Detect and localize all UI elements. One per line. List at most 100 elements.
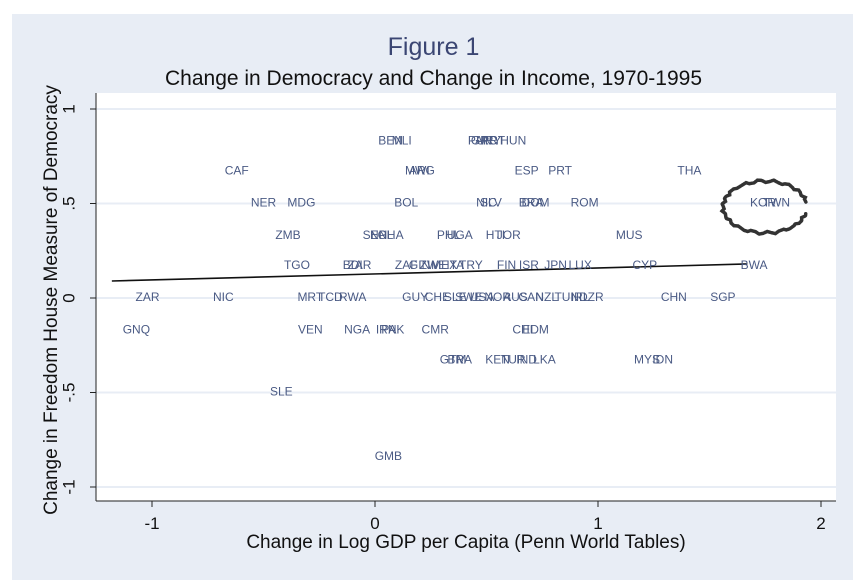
point-label: LKA [533,353,556,367]
x-tick-label: -1 [144,514,159,533]
point-label: IRL [571,290,590,304]
y-tick-label: -.5 [59,383,78,403]
point-label: AUS [503,290,528,304]
point-label: CAN [518,290,543,304]
point-label: NIC [476,196,497,210]
point-label: GTM [440,353,467,367]
point-label: TWN [763,196,790,210]
point-label: SLE [270,385,293,399]
x-axis-label: Change in Log GDP per Capita (Penn World… [246,532,686,553]
point-label: JPN [544,258,567,272]
point-label: ZAF [395,258,418,272]
point-label: SEN [363,228,388,242]
point-label: NER [251,196,277,210]
x-tick-label: 2 [816,514,825,533]
point-label: KOR [750,196,776,210]
point-label: DZR [579,290,604,304]
point-label: GRC [471,133,498,147]
point-label: SWE [455,290,482,304]
point-label: TGO [284,258,310,272]
point-label: EDM [522,322,549,336]
point-label: JOR [497,228,521,242]
point-label: IDN [652,353,673,367]
point-label: SGP [710,290,735,304]
point-label: GIN [409,258,430,272]
point-label: MRT [297,290,323,304]
point-label: CHL [512,322,536,336]
point-label: KEN [485,353,510,367]
point-label: CYP [632,258,657,272]
point-label: CHE [425,290,450,304]
point-label: DOM [522,196,550,210]
point-label: ISR [519,258,539,272]
point-label: ZAR [347,258,371,272]
point-label: TUN [554,290,579,304]
point-label: MWI [405,164,430,178]
y-tick-label: 0 [59,293,78,302]
point-label: BOL [394,196,418,210]
point-label: ITA [446,258,464,272]
point-label: HUN [500,133,526,147]
x-tick-label: 0 [370,514,379,533]
point-label: SLE [444,290,467,304]
point-label: GHA [378,228,404,242]
point-label: TUR [501,353,526,367]
point-label: VEN [298,322,323,336]
x-tick-label: 1 [593,514,602,533]
point-label: ESP [515,164,539,178]
point-label: SLV [480,196,502,210]
point-label: USA [470,290,495,304]
point-label: BRA [447,353,472,367]
point-label: RWA [339,290,366,304]
hand-drawn-circle-annotation [719,178,808,236]
point-label: ROM [571,196,599,210]
chart-title: Change in Democracy and Change in Income… [164,67,702,90]
fitted-line [111,263,748,282]
point-label: GMB [375,449,402,463]
y-tick-label: -1 [59,479,78,494]
point-label: UGA [447,228,473,242]
point-label: MUS [616,228,643,242]
point-label: GUY [402,290,428,304]
point-label: PRT [548,164,572,178]
point-label: BWA [741,258,768,272]
point-label: CAF [225,164,249,178]
point-label: NIC [213,290,234,304]
point-label: FIN [497,258,516,272]
point-label: MYS [634,353,660,367]
y-axis-label: Change in Freedom House Measure of Democ… [41,85,62,515]
point-label: NOR [484,290,511,304]
point-label: NPL [370,228,394,242]
point-label: IRN [376,322,397,336]
point-label: BRA [519,196,544,210]
point-label: NZL [535,290,558,304]
point-label: PRT [481,133,505,147]
point-label: MDG [287,196,315,210]
point-label: ZWE [420,258,447,272]
y-tick-label: .5 [59,196,78,210]
point-label: BDI [343,258,363,272]
point-label: CHN [661,290,687,304]
y-tick-label: 1 [59,104,78,113]
point-label: THA [677,164,701,178]
point-label: ARG [409,164,435,178]
point-label: TCD [318,290,343,304]
point-label: CMR [422,322,450,336]
point-label: MEX [431,258,457,272]
point-label: TRY [459,258,483,272]
point-label: BEN [378,133,403,147]
point-label: IND [516,353,537,367]
point-label: PHL [437,228,461,242]
point-label: HTI [486,228,505,242]
point-label: PAN [468,133,492,147]
point-label: GNQ [123,322,150,336]
point-label: NGA [344,322,370,336]
point-label: ZMB [275,228,300,242]
point-label: ZAR [136,290,160,304]
point-label: PAK [381,322,404,336]
point-label: URY [476,133,501,147]
figure-label: Figure 1 [387,33,480,61]
point-label: LUX [568,258,591,272]
point-label: MLI [392,133,412,147]
